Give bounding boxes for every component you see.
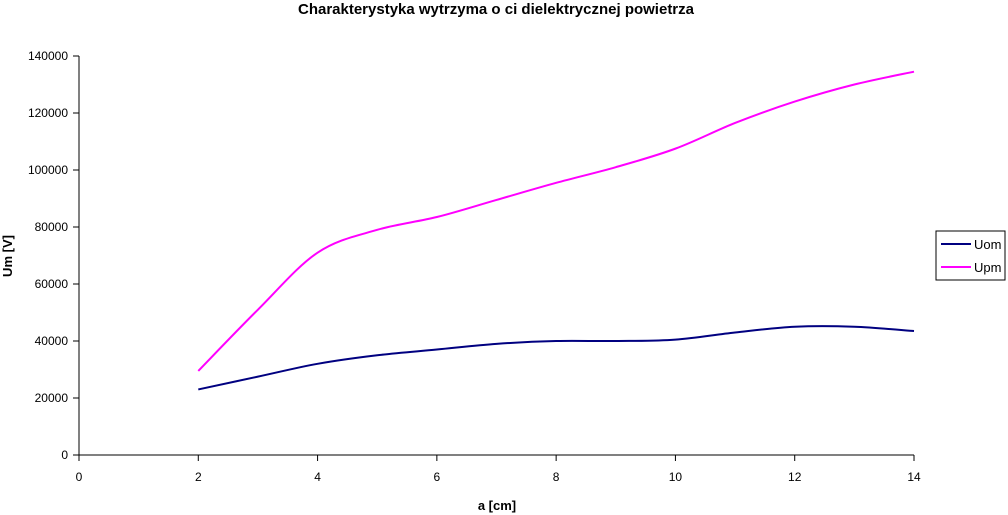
y-tick-label: 80000 <box>35 220 69 234</box>
y-tick-label: 20000 <box>35 391 69 405</box>
x-tick-label: 14 <box>907 470 921 484</box>
y-tick-label: 140000 <box>28 49 68 63</box>
x-axis-label: a [cm] <box>478 498 516 513</box>
legend-label-upm: Upm <box>974 260 1001 275</box>
y-ticks: 0 20000 40000 60000 80000 100000 120000 140000 <box>28 49 79 462</box>
x-tick-label: 10 <box>669 470 683 484</box>
plot-area: 020000400006000080000100000120000140000 … <box>28 49 921 484</box>
y-tick-label: 120000 <box>28 106 68 120</box>
series-lines <box>197 70 915 391</box>
y-tick-label: 0 <box>61 448 68 462</box>
x-tick-label: 4 <box>314 470 321 484</box>
series-line-upm <box>197 70 915 372</box>
x-tick-label: 6 <box>434 470 441 484</box>
x-ticks: 0 2 4 6 8 10 12 14 <box>76 455 921 484</box>
y-tick-label: 40000 <box>35 334 69 348</box>
x-tick-label: 0 <box>76 470 83 484</box>
x-tick-label: 12 <box>788 470 802 484</box>
y-axis-label: Um [V] <box>0 235 15 277</box>
y-tick-label: 60000 <box>35 277 69 291</box>
legend-label-uom: Uom <box>974 237 1001 252</box>
y-tick-label: 100000 <box>28 163 68 177</box>
x-tick-label: 2 <box>195 470 202 484</box>
series-line-uom <box>198 325 915 391</box>
chart-title: Charakterystyka wytrzyma o ci dielektryc… <box>298 1 695 18</box>
legend: Uom Upm <box>935 230 1006 281</box>
x-tick-label: 8 <box>553 470 560 484</box>
legend-box <box>935 230 1006 281</box>
